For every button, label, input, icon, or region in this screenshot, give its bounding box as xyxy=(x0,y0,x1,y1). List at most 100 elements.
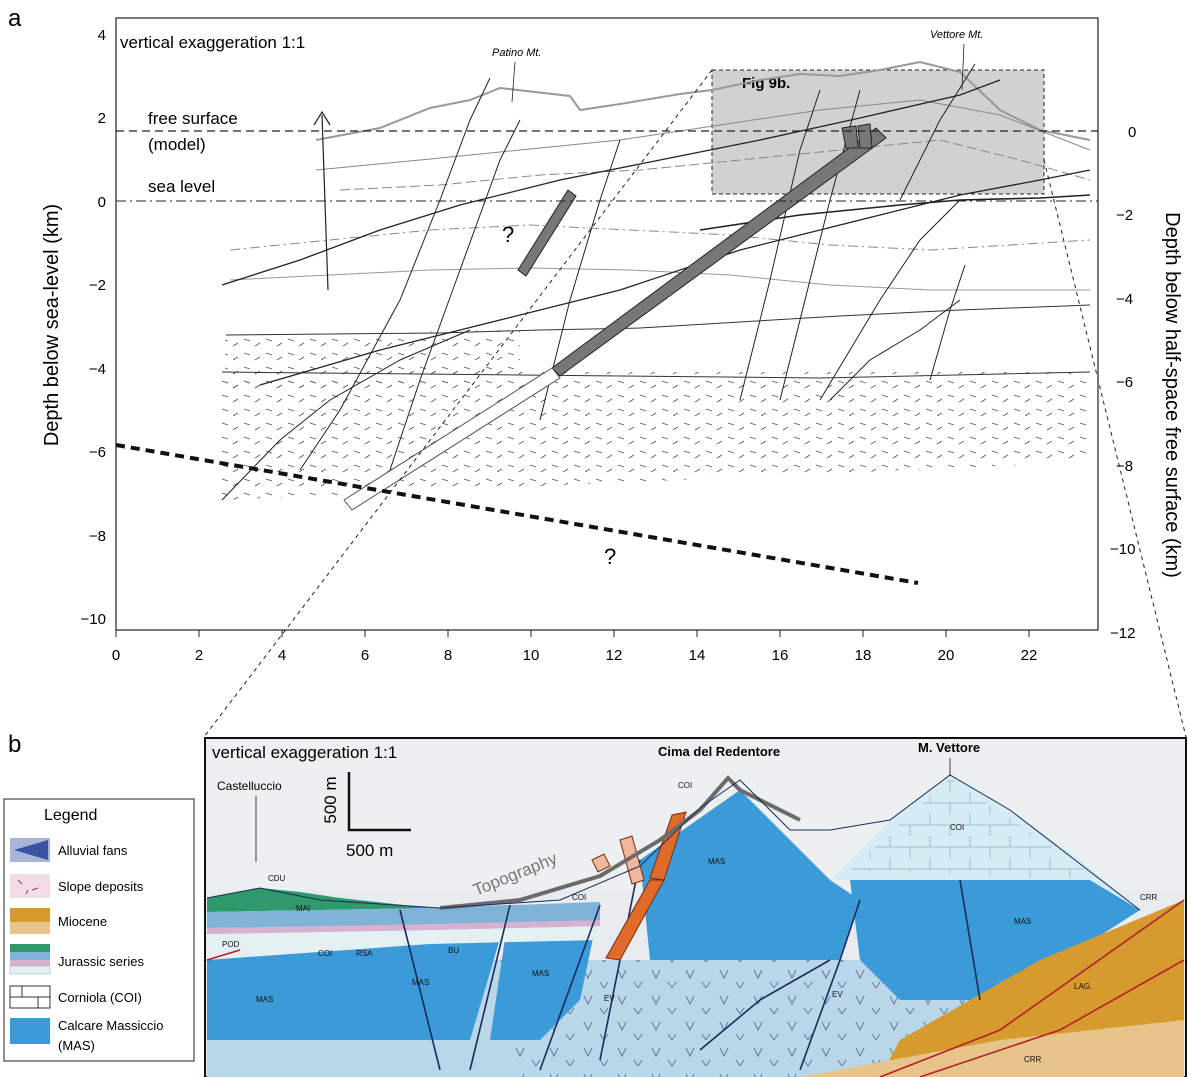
panel-b-thrusts xyxy=(206,899,1185,1077)
fault-7 xyxy=(819,199,961,401)
jurassic-bands xyxy=(207,902,600,928)
x-tick-label: 4 xyxy=(278,647,286,664)
x-tick-label: 12 xyxy=(606,647,623,664)
ev-zone xyxy=(480,960,1000,1077)
horizon-2 xyxy=(339,139,1091,191)
x-tick-label: 14 xyxy=(689,647,706,664)
legend-swatch-miocene-top xyxy=(10,908,50,922)
vertical-exaggeration-a: vertical exaggeration 1:1 xyxy=(120,33,305,52)
legend-swatch-miocene-bottom xyxy=(10,922,50,934)
legend-swatch-jurassic-1 xyxy=(10,944,50,952)
right-axis-title: Depth below half-space free surface (km) xyxy=(1161,212,1183,578)
legend-item-label: Slope deposits xyxy=(58,879,144,894)
unit-label: EV xyxy=(604,994,615,1003)
y-tick-label: −12 xyxy=(1110,625,1135,642)
fault-plane-deep xyxy=(343,367,561,511)
surface-arrow xyxy=(321,114,329,291)
fault-plane-main xyxy=(551,127,887,377)
legend-item-label: Miocene xyxy=(58,914,107,929)
legend-item-label: (MAS) xyxy=(58,1038,95,1053)
x-axis-ticks xyxy=(115,630,1030,637)
mountain-pointer-patino xyxy=(511,61,516,103)
topography-line xyxy=(315,60,1091,141)
unit-label: LAG. xyxy=(1074,982,1092,991)
fault-plane-upper xyxy=(517,189,577,277)
legend-swatch-mas xyxy=(10,1018,50,1044)
legend-swatch-jurassic-3 xyxy=(10,960,50,966)
scale-bar-vertical-label: 500 m xyxy=(321,776,340,823)
mountain-label-patino: Patino Mt. xyxy=(492,47,542,59)
zoom-connector-left xyxy=(203,69,713,738)
y-tick-label: −4 xyxy=(89,361,106,378)
thrust-2 xyxy=(259,169,1091,386)
fault-4 xyxy=(539,139,621,421)
y-tick-label: −8 xyxy=(89,528,106,545)
unit-label: MAS xyxy=(256,995,273,1004)
mountain-pointer-vettore xyxy=(961,43,965,91)
vertical-exaggeration-b: vertical exaggeration 1:1 xyxy=(212,743,397,762)
y-tick-label: −10 xyxy=(81,611,106,628)
peak-label-vettore: M. Vettore xyxy=(918,740,980,755)
x-tick-label: 22 xyxy=(1021,647,1038,664)
panel-b-label: b xyxy=(8,731,21,758)
unit-label: COI xyxy=(572,893,586,902)
unit-label: POD xyxy=(222,940,240,949)
y-tick-label: −2 xyxy=(89,277,106,294)
fig9b-box xyxy=(711,69,1045,195)
unit-label: RSA xyxy=(356,949,373,958)
stratigraphy-pattern-lower xyxy=(222,372,1090,500)
mas-block-right xyxy=(850,880,1140,1000)
fault-1 xyxy=(221,329,471,501)
fault-8 xyxy=(829,299,961,401)
unit-label: MAI xyxy=(296,904,310,913)
mas-block-central xyxy=(640,790,860,960)
unit-label: CRR xyxy=(1140,893,1158,902)
x-tick-label: 0 xyxy=(112,647,120,664)
unit-label: EV xyxy=(832,990,843,999)
x-tick-label: 20 xyxy=(938,647,955,664)
thrust-3 xyxy=(699,194,1091,231)
free-surface-label: free surface xyxy=(148,109,238,128)
unit-label: MAS xyxy=(708,857,725,866)
coi-left xyxy=(207,926,600,960)
legend-swatch-slope xyxy=(10,874,50,898)
y-tick-label: −8 xyxy=(1116,458,1133,475)
peak-label-redentore: Cima del Redentore xyxy=(658,744,780,759)
unit-label: MAS xyxy=(1014,917,1031,926)
scale-bar-horizontal-label: 500 m xyxy=(346,841,393,860)
panel-a-frame xyxy=(115,17,1099,631)
legend: Legend Alluvial fans Slope deposits Mioc… xyxy=(3,798,195,1062)
horizon-6 xyxy=(221,371,1091,379)
unit-label: MAS xyxy=(532,969,549,978)
legend-item-label: Jurassic series xyxy=(58,954,144,969)
horizon-4 xyxy=(229,267,1090,291)
unit-label: COI xyxy=(318,949,332,958)
topography-line-b xyxy=(439,775,801,910)
free-surface-sub-label: (model) xyxy=(148,135,206,154)
town-label: Castelluccio xyxy=(217,779,282,793)
y-axis-right: 0 −2 −4 −6 −8 −10 −12 xyxy=(1110,124,1136,642)
fault-3 xyxy=(389,119,521,471)
x-tick-label: 2 xyxy=(195,647,203,664)
y-axis-left: 4 2 0 −2 −4 −6 −8 −10 xyxy=(81,27,106,628)
y-tick-label: −2 xyxy=(1116,207,1133,224)
question-mark-2: ? xyxy=(604,544,616,569)
unit-label: CDU xyxy=(268,874,286,883)
mountain-label-vettore: Vettore Mt. xyxy=(930,29,983,41)
legend-item-label: Alluvial fans xyxy=(58,843,128,858)
unit-labels: CDU MAI POD COI RSA BU MAS MAS MAS MAS M… xyxy=(222,781,1158,1064)
unit-label: COI xyxy=(950,823,964,832)
corniola-icon xyxy=(9,985,51,1009)
x-axis: 0 2 4 6 8 10 12 14 16 18 20 22 xyxy=(112,647,1038,664)
ground-surface-b xyxy=(206,774,1141,911)
fault-9 xyxy=(929,264,966,381)
surface-arrow-head xyxy=(313,110,331,126)
fault-5 xyxy=(739,89,821,401)
y-tick-label: −4 xyxy=(1116,291,1133,308)
y-tick-label: −6 xyxy=(89,444,106,461)
horizon-1 xyxy=(315,99,1091,171)
unit-label: BU xyxy=(448,946,459,955)
legend-swatch-jurassic-4 xyxy=(9,965,51,975)
model-fault-pink-2 xyxy=(591,853,611,873)
x-tick-label: 8 xyxy=(444,647,452,664)
